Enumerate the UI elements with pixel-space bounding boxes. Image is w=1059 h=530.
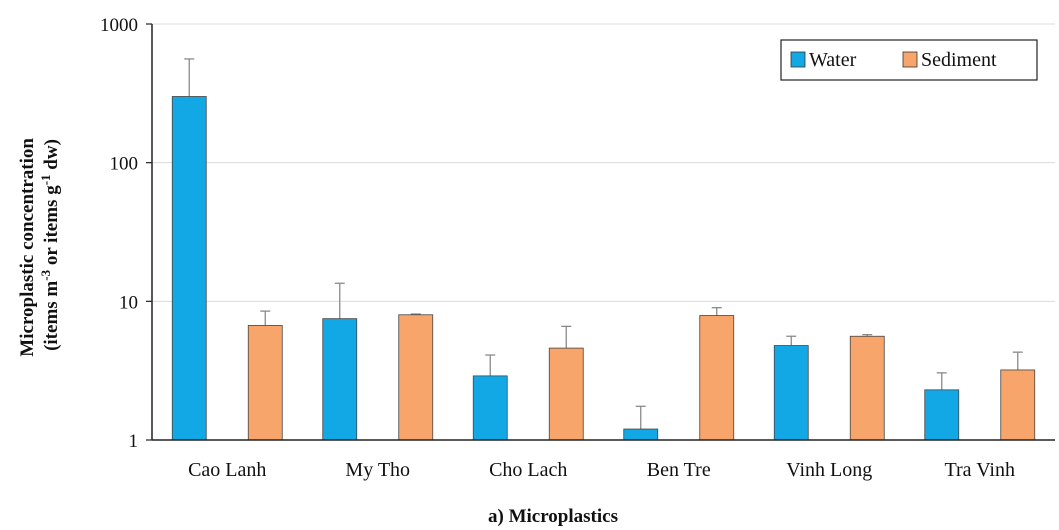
- y-axis-label-line2: (items m-3 or items g-1 dw): [38, 139, 62, 351]
- bar-water: [322, 318, 358, 441]
- bar-sediment: [398, 314, 434, 441]
- legend-swatch-water: [790, 51, 806, 68]
- bar-water: [924, 389, 960, 441]
- x-tick-label: Vinh Long: [786, 459, 872, 481]
- x-tick-label: Cho Lach: [489, 459, 567, 481]
- legend-label-sediment: Sediment: [921, 49, 997, 71]
- bar-sediment: [1000, 369, 1036, 441]
- y-tick-label: 1: [129, 431, 139, 452]
- y-tick-labels: 1 10 100 1000: [100, 15, 138, 452]
- bar-water: [623, 428, 659, 441]
- y-tick-label: 10: [119, 292, 138, 313]
- y-axis-label: Microplastic concentration (items m-3 or…: [17, 133, 62, 356]
- bar-sediment: [849, 335, 885, 441]
- y-tick-label: 1000: [100, 15, 138, 36]
- bar-sediment: [548, 347, 584, 441]
- x-tick-label: Tra Vinh: [945, 459, 1016, 481]
- legend: Water Sediment: [780, 39, 1038, 81]
- gridlines: [152, 23, 1055, 302]
- x-tick-label: Cao Lanh: [188, 459, 266, 481]
- x-tick-labels: Cao Lanh My Tho Cho Lach Ben Tre Vinh Long Tr…: [188, 459, 1015, 481]
- bar-water: [472, 375, 508, 441]
- x-tick-label: Ben Tre: [647, 459, 711, 481]
- legend-swatch-sediment: [902, 51, 918, 68]
- bar-sediment: [247, 325, 283, 441]
- chart-caption: a) Microplastics: [488, 506, 618, 527]
- legend-label-water: Water: [809, 49, 857, 71]
- bar-water: [171, 96, 207, 441]
- bars: [171, 96, 1036, 441]
- axes: [146, 23, 1055, 441]
- y-tick-label: 100: [110, 154, 139, 175]
- y-axis-label-line1: Microplastic concentration: [17, 138, 38, 357]
- x-tick-label: My Tho: [345, 459, 410, 481]
- bar-water: [773, 345, 809, 441]
- error-bars: [184, 58, 1023, 430]
- bar-sediment: [699, 315, 735, 441]
